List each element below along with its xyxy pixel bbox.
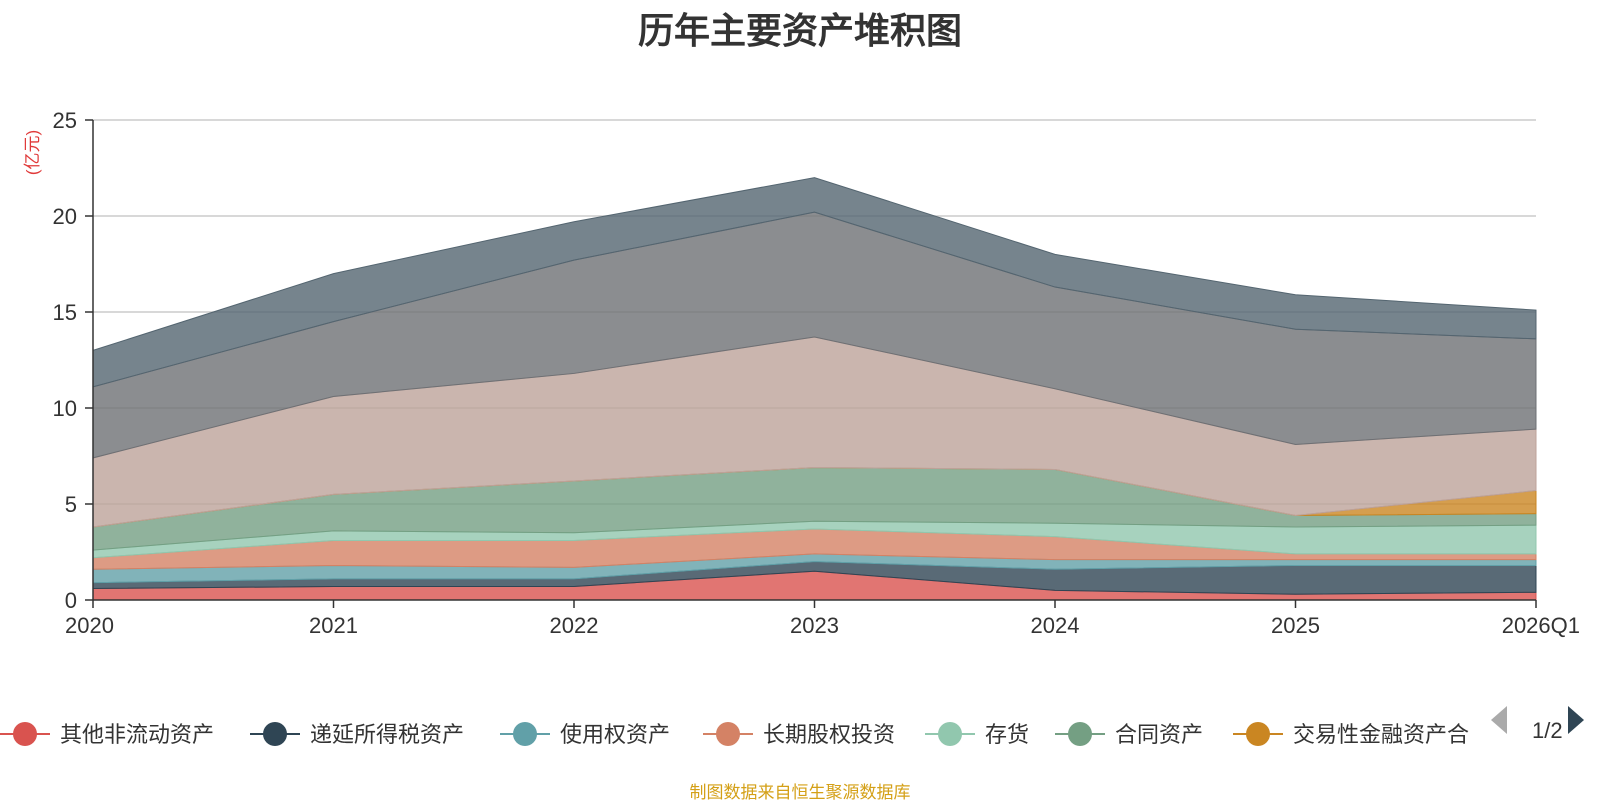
legend: 其他非流动资产 递延所得税资产 使用权资产 长期股权投资 存货 合同资产 交易性金融资产合 — [0, 722, 1469, 747]
legend-item-使用权资产[interactable]: 使用权资产 — [500, 722, 670, 747]
legend-page-indicator: 1/2 — [1532, 718, 1563, 743]
x-tick-label: 2026Q1 — [1502, 613, 1580, 638]
legend-label: 交易性金融资产合 — [1293, 722, 1469, 747]
legend-marker-icon — [263, 722, 287, 746]
y-tick-label: 10 — [53, 396, 77, 421]
legend-item-存货[interactable]: 存货 — [925, 722, 1029, 747]
y-tick-label: 15 — [53, 300, 77, 325]
x-tick-label: 2023 — [790, 613, 839, 638]
y-tick-label: 0 — [65, 588, 77, 613]
legend-marker-icon — [716, 722, 740, 746]
chart-title: 历年主要资产堆积图 — [637, 10, 962, 51]
legend-marker-icon — [13, 722, 37, 746]
legend-item-递延所得税资产[interactable]: 递延所得税资产 — [250, 722, 464, 747]
y-tick-label: 25 — [53, 108, 77, 133]
legend-label: 存货 — [985, 722, 1029, 747]
y-tick-label: 20 — [53, 204, 77, 229]
x-tick-label: 2022 — [550, 613, 599, 638]
legend-item-交易性金融资产合[interactable]: 交易性金融资产合 — [1233, 722, 1469, 747]
source-note: 制图数据来自恒生聚源数据库 — [689, 783, 911, 802]
legend-item-合同资产[interactable]: 合同资产 — [1055, 722, 1203, 747]
x-tick-label: 2021 — [309, 613, 358, 638]
legend-prev-icon[interactable] — [1491, 706, 1507, 734]
legend-label: 长期股权投资 — [763, 722, 895, 747]
legend-marker-icon — [1246, 722, 1270, 746]
legend-marker-icon — [513, 722, 537, 746]
legend-next-icon[interactable] — [1568, 706, 1584, 734]
legend-label: 使用权资产 — [560, 722, 670, 747]
area-series-10 — [92, 177, 1537, 388]
legend-label: 合同资产 — [1115, 722, 1203, 747]
legend-marker-icon — [938, 722, 962, 746]
legend-label: 其他非流动资产 — [60, 722, 214, 747]
legend-item-其他非流动资产[interactable]: 其他非流动资产 — [0, 722, 214, 747]
area-series-group — [92, 177, 1537, 601]
legend-marker-icon — [1068, 722, 1092, 746]
legend-pager — [1491, 706, 1584, 734]
legend-label: 递延所得税资产 — [310, 722, 464, 747]
x-tick-label: 2025 — [1271, 613, 1320, 638]
legend-item-长期股权投资[interactable]: 长期股权投资 — [703, 722, 895, 747]
x-tick-label: 2024 — [1031, 613, 1080, 638]
x-tick-label: 2020 — [65, 613, 114, 638]
y-tick-label: 5 — [65, 492, 77, 517]
